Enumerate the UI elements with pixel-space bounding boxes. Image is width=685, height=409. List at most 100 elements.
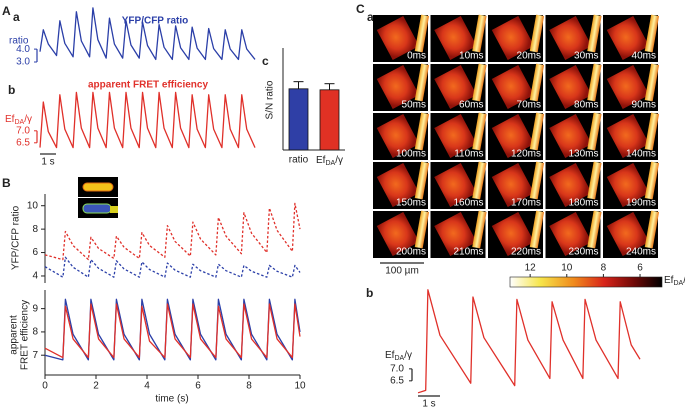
tile-cell xyxy=(376,113,420,159)
tile-strip xyxy=(529,112,545,151)
tile-label: 40ms xyxy=(632,51,656,62)
tile-label: 30ms xyxy=(574,51,598,62)
x-tick-label: 6 xyxy=(195,381,201,392)
tile-label: 240ms xyxy=(626,247,656,258)
colorbar-label-base: Ef xyxy=(664,275,674,286)
image-tile: 230ms xyxy=(545,210,602,258)
y-tick-label: 6.5 xyxy=(16,137,30,148)
y-axis-label-base: Ef xyxy=(385,350,395,361)
tile-label: 70ms xyxy=(517,100,541,111)
y-tick-label: 10 xyxy=(27,200,39,211)
trace xyxy=(44,303,301,359)
tile-strip xyxy=(587,210,602,249)
tile-strip xyxy=(472,112,487,151)
panel-label: B xyxy=(2,176,11,190)
y-axis-label: ratio xyxy=(9,36,29,47)
category-label: EfDA/γ xyxy=(316,155,343,168)
tile-label: 190ms xyxy=(626,198,656,209)
image-tile: 150ms xyxy=(373,161,430,209)
trace xyxy=(44,202,301,261)
image-tile: 40ms xyxy=(603,14,660,62)
colorbar-tick-label: 6 xyxy=(637,263,643,274)
image-tile: 0ms xyxy=(373,14,430,62)
tile-strip xyxy=(414,210,430,249)
tile-strip xyxy=(529,63,545,102)
tile-strip xyxy=(587,14,602,53)
image-tile: 210ms xyxy=(430,210,487,258)
y-tick-label: 7.0 xyxy=(16,125,30,136)
inset-images xyxy=(78,177,118,218)
tile-cell xyxy=(434,113,477,159)
tile-strip xyxy=(587,161,602,200)
colorbar-tick-label: 12 xyxy=(525,263,537,274)
image-tile: 90ms xyxy=(603,63,660,111)
y-axis-label-sub: DA xyxy=(394,355,404,362)
panel-label: a xyxy=(367,10,374,24)
tile-strip xyxy=(472,210,487,249)
image-tile: 20ms xyxy=(488,14,545,62)
x-tick-label: 4 xyxy=(144,381,150,392)
y-axis-label: S/N ratio xyxy=(265,80,276,119)
image-tile: 10ms xyxy=(430,14,487,62)
image-tile: 100ms xyxy=(373,112,430,160)
y-tick-label: 6 xyxy=(32,247,38,258)
tile-cell xyxy=(491,211,535,257)
tile-strip xyxy=(472,161,487,200)
tile-strip xyxy=(529,161,545,200)
tile-label: 50ms xyxy=(402,100,426,111)
colorbar-tick-label: 10 xyxy=(561,263,573,274)
y-tick-label: 7.0 xyxy=(390,363,404,374)
tile-cell xyxy=(376,211,420,257)
tile-cell xyxy=(606,162,650,208)
tile-cell xyxy=(549,113,592,159)
image-tile: 30ms xyxy=(545,14,602,62)
tile-strip xyxy=(414,161,430,200)
tile-label: 0ms xyxy=(407,51,426,62)
image-tile: 240ms xyxy=(603,210,660,258)
image-tile: 120ms xyxy=(488,112,545,160)
panel-label: a xyxy=(13,10,20,24)
y-axis-label: EfDA/γ xyxy=(385,350,412,363)
tile-strip xyxy=(472,63,487,102)
tile-label: 220ms xyxy=(511,247,541,258)
tile-cell xyxy=(434,162,477,208)
tile-strip xyxy=(644,161,660,200)
image-tile: 140ms xyxy=(603,112,660,160)
tile-cell xyxy=(491,113,535,159)
image-tile: 190ms xyxy=(603,161,660,209)
panel-label: b xyxy=(8,83,15,97)
inset-outline xyxy=(82,203,112,214)
time-scale-label: 1 s xyxy=(422,399,435,409)
tile-strip xyxy=(644,210,660,249)
image-tile: 170ms xyxy=(488,161,545,209)
bar xyxy=(319,89,340,151)
colorbar xyxy=(509,276,663,288)
tile-cell xyxy=(606,211,650,257)
image-tile: 160ms xyxy=(430,161,487,209)
chart-title: apparent FRET efficiency xyxy=(88,80,208,91)
colorbar-tick-label: 8 xyxy=(601,263,607,274)
tile-label: 140ms xyxy=(626,149,656,160)
image-tile: 110ms xyxy=(430,112,487,160)
tile-strip xyxy=(414,14,430,53)
tile-label: 110ms xyxy=(454,149,483,160)
colorbar-label-sub: DA xyxy=(673,280,683,287)
tile-cell xyxy=(376,162,420,208)
tile-cell xyxy=(376,15,420,61)
tile-cell xyxy=(549,64,592,110)
panel-label: C xyxy=(356,2,365,16)
y-tick-label: 6.5 xyxy=(390,375,404,386)
inset-cell xyxy=(110,206,118,213)
y-axis-label: FRET efficiency xyxy=(20,300,31,370)
category-label-tail: /γ xyxy=(335,155,343,166)
tile-cell xyxy=(434,64,477,110)
colorbar-label-tail: /γ xyxy=(683,275,685,286)
image-tile: 220ms xyxy=(488,210,545,258)
y-axis-label-sub: DA xyxy=(14,119,24,126)
x-axis-label: time (s) xyxy=(155,394,188,405)
y-axis-label-tail: /γ xyxy=(404,350,412,361)
image-tile: 70ms xyxy=(488,63,545,111)
colorbar-label: EfDA/γ xyxy=(664,275,685,288)
